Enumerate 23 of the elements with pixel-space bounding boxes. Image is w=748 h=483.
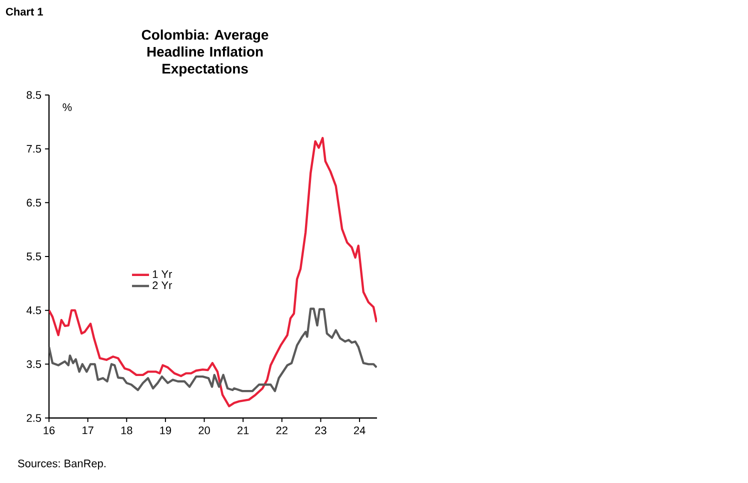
legend-label: 1 Yr xyxy=(152,270,172,278)
x-tick-label: 24 xyxy=(354,426,366,434)
y-tick-label: 8.5 xyxy=(26,91,42,99)
y-tick-label: 3.5 xyxy=(26,360,42,368)
x-tick-label: 18 xyxy=(121,426,132,434)
y-tick-label: 5.5 xyxy=(26,252,42,260)
y-axis-title: % xyxy=(62,103,72,112)
x-tick-label: 16 xyxy=(44,426,55,434)
y-tick-label: 2.5 xyxy=(26,414,42,422)
x-tick-label: 17 xyxy=(82,426,94,434)
x-tick-label: 23 xyxy=(315,426,326,434)
line-series xyxy=(49,136,377,408)
y-tick-label: 4.5 xyxy=(26,306,42,314)
x-tick-label: 19 xyxy=(160,426,172,434)
x-tick-label: 21 xyxy=(238,426,249,434)
caption: Chart 1 xyxy=(6,8,43,16)
legend-label: 2 Yr xyxy=(152,281,172,290)
x-tick-label: 22 xyxy=(276,426,288,434)
source-note: Sources: BanRep. xyxy=(18,460,106,470)
chart-title: Colombia: Average Headline Inflation Expectations xyxy=(142,30,268,76)
y-tick-label: 7.5 xyxy=(26,145,42,153)
y-tick-label: 6.5 xyxy=(26,198,42,207)
x-tick-label: 20 xyxy=(198,426,210,434)
